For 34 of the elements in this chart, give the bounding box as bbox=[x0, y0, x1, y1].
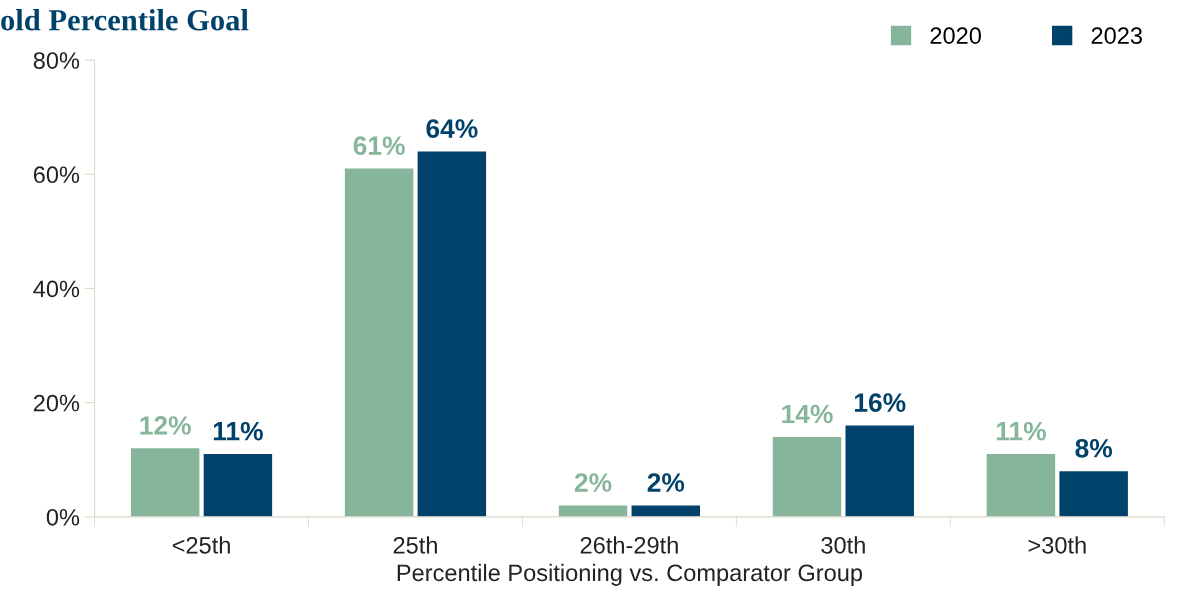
data-label: 2% bbox=[647, 473, 685, 492]
x-tick-label: 26th-29th bbox=[580, 536, 678, 554]
data-label: 2% bbox=[574, 473, 612, 492]
x-axis-title: Percentile Positioning vs. Comparator Group bbox=[397, 563, 863, 586]
data-label: 64% bbox=[426, 119, 478, 138]
bar bbox=[417, 151, 487, 517]
bar bbox=[986, 454, 1056, 517]
data-label: 16% bbox=[854, 393, 906, 412]
x-tick-label: >30th bbox=[1028, 536, 1086, 554]
legend-label: 2020 bbox=[930, 27, 981, 45]
bar bbox=[558, 505, 628, 517]
y-tick-label: 0% bbox=[46, 508, 80, 526]
data-label: 11% bbox=[996, 421, 1046, 441]
data-label: 8% bbox=[1075, 438, 1113, 458]
data-label: 14% bbox=[782, 404, 833, 424]
bar bbox=[344, 168, 414, 517]
chart-title: old Percentile Goal bbox=[1, 9, 249, 31]
x-tick-label: <25th bbox=[172, 536, 230, 554]
bar bbox=[130, 448, 200, 517]
bar bbox=[203, 454, 273, 517]
legend-label: 2023 bbox=[1091, 27, 1142, 45]
data-label: 12% bbox=[140, 416, 191, 435]
data-label: 61% bbox=[353, 136, 405, 156]
y-tick-label: 40% bbox=[33, 280, 80, 298]
bar bbox=[1059, 471, 1128, 517]
bar bbox=[631, 505, 701, 517]
x-tick-label: 25th bbox=[393, 536, 437, 554]
y-tick-label: 20% bbox=[33, 394, 80, 412]
bar bbox=[772, 436, 842, 517]
data-label: 11% bbox=[213, 421, 263, 441]
bar bbox=[845, 425, 914, 517]
x-tick-label: 30th bbox=[821, 536, 865, 554]
y-tick-label: 80% bbox=[33, 52, 80, 69]
y-tick-label: 60% bbox=[33, 166, 80, 184]
